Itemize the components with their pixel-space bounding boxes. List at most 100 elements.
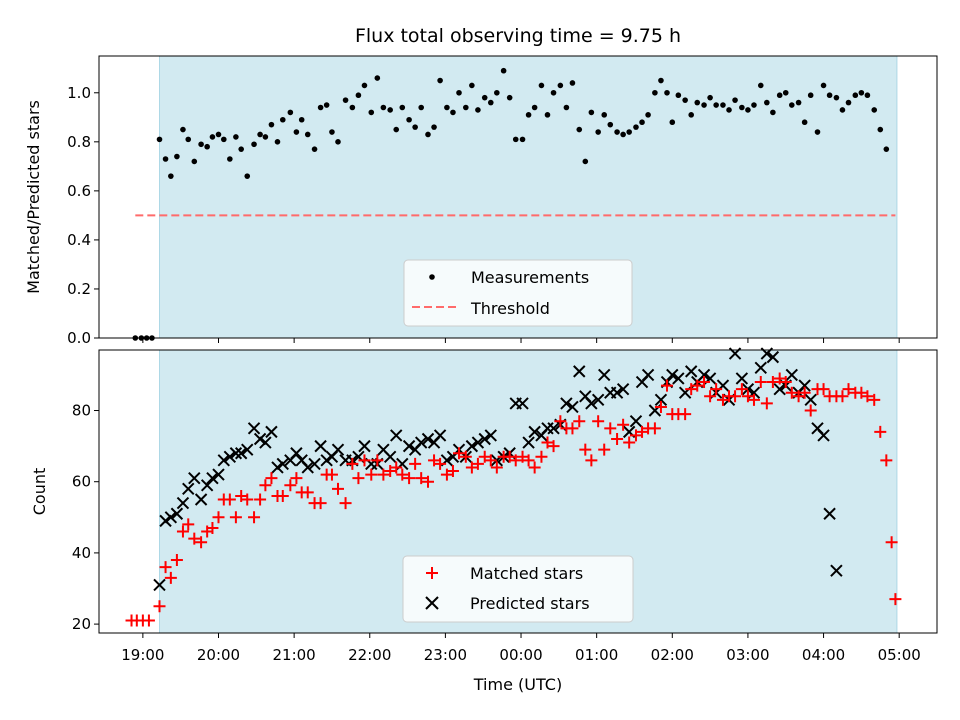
measurement-point	[519, 136, 526, 143]
legend-label-measurements: Measurements	[471, 268, 589, 287]
matched-star-point	[585, 454, 598, 467]
matched-star-point	[377, 468, 390, 481]
matched-star-point	[798, 386, 811, 399]
measurement-point	[444, 104, 450, 111]
predicted-star-point	[471, 436, 485, 449]
measurement-point	[274, 139, 281, 145]
measurement-point	[557, 82, 564, 89]
measurement-point	[544, 112, 551, 118]
measurement-points-layer	[132, 67, 890, 341]
predicted-star-point	[234, 447, 248, 460]
measurement-point	[620, 131, 626, 138]
predicted-star-point	[223, 450, 237, 463]
measurement-point	[883, 146, 890, 152]
predicted-star-point	[566, 400, 579, 414]
x-tick-label: 01:00	[575, 646, 618, 664]
legend-marker-matched	[426, 567, 438, 579]
legend-label-matched: Matched stars	[470, 564, 583, 583]
predicted-star-point	[735, 372, 749, 385]
x-tick-label: 22:00	[348, 646, 391, 664]
measurement-point	[525, 112, 532, 118]
measurement-point	[820, 82, 827, 89]
predicted-star-point	[433, 429, 447, 442]
bottom-y-tick-label: 40	[72, 544, 91, 562]
measurement-point	[298, 116, 305, 123]
predicted-star-point	[402, 439, 416, 453]
matched-star-point	[535, 450, 548, 463]
measurement-point	[688, 112, 694, 118]
matched-star-point	[403, 472, 416, 485]
x-tick-label: 02:00	[651, 646, 694, 664]
matched-star-point	[842, 383, 855, 396]
matched-star-point	[465, 461, 478, 474]
matched-star-point	[760, 397, 773, 410]
measurement-point	[652, 89, 658, 96]
matched-star-point	[704, 390, 717, 403]
measurement-point	[311, 146, 318, 152]
matched-star-point	[248, 511, 261, 524]
measurement-point	[317, 104, 324, 111]
predicted-star-point	[320, 454, 333, 467]
matched-star-point	[716, 393, 729, 406]
measurement-point	[168, 173, 174, 179]
matched-star-point	[629, 429, 642, 442]
predicted-star-point	[217, 454, 230, 467]
matched-star-point	[836, 390, 849, 403]
x-tick-label: 19:00	[121, 646, 164, 664]
matched-star-point	[522, 454, 535, 467]
measurement-point	[776, 92, 783, 99]
matched-star-point	[446, 465, 459, 478]
matched-star-point	[785, 386, 798, 399]
bottom-panel: 20 40 60 80 19:00 20:00 21:00 22:00 23:00 00:00 0…	[30, 347, 938, 694]
measurement-point	[469, 82, 475, 89]
matched-star-point	[339, 497, 352, 510]
top-y-tick-label: 0.2	[67, 280, 91, 298]
measurement-point	[244, 173, 251, 179]
predicted-star-point	[697, 368, 711, 382]
matched-star-point	[735, 383, 748, 396]
measurement-point	[387, 107, 393, 113]
matched-star-point	[428, 454, 441, 467]
predicted-star-point	[591, 393, 605, 407]
measurement-point	[764, 99, 770, 106]
bottom-y-tick-label: 60	[72, 473, 91, 491]
predicted-star-point	[684, 365, 698, 378]
measurement-point	[512, 136, 519, 143]
top-y-tick-label: 0.0	[67, 329, 91, 347]
measurement-point	[595, 129, 601, 135]
measurement-point	[174, 153, 180, 160]
matched-star-point	[766, 376, 779, 389]
matched-star-point	[773, 372, 786, 385]
predicted-star-point	[610, 386, 624, 399]
predicted-star-point	[741, 382, 755, 396]
matched-star-point	[617, 418, 630, 431]
measurement-point	[393, 126, 400, 133]
top-y-ticks: 0.0 0.2 0.4 0.6 0.8 1.0	[67, 84, 99, 347]
predicted-star-point	[253, 432, 267, 446]
measurement-point	[563, 104, 570, 111]
predicted-star-point	[383, 450, 397, 463]
predicted-star-point	[301, 461, 314, 474]
measurement-point	[739, 104, 745, 111]
matched-star-point	[182, 518, 195, 531]
measurement-point	[582, 158, 589, 165]
measurement-point	[215, 131, 222, 138]
measurement-point	[645, 112, 651, 118]
measurement-point	[380, 104, 387, 111]
matched-star-point	[754, 376, 767, 389]
measurement-point	[694, 99, 701, 106]
matched-star-point	[409, 457, 422, 470]
predicted-star-point	[290, 447, 303, 460]
predicted-star-point	[817, 429, 830, 442]
matched-star-point	[212, 511, 225, 524]
measurement-point	[456, 89, 462, 96]
predicted-star-point	[484, 429, 497, 442]
matched-star-point	[660, 379, 673, 392]
matched-star-point	[611, 432, 624, 445]
matched-star-point	[554, 415, 567, 428]
matched-star-point	[346, 457, 359, 470]
measurement-point	[757, 82, 764, 89]
matched-star-point	[804, 404, 817, 417]
matched-star-point	[592, 415, 605, 428]
